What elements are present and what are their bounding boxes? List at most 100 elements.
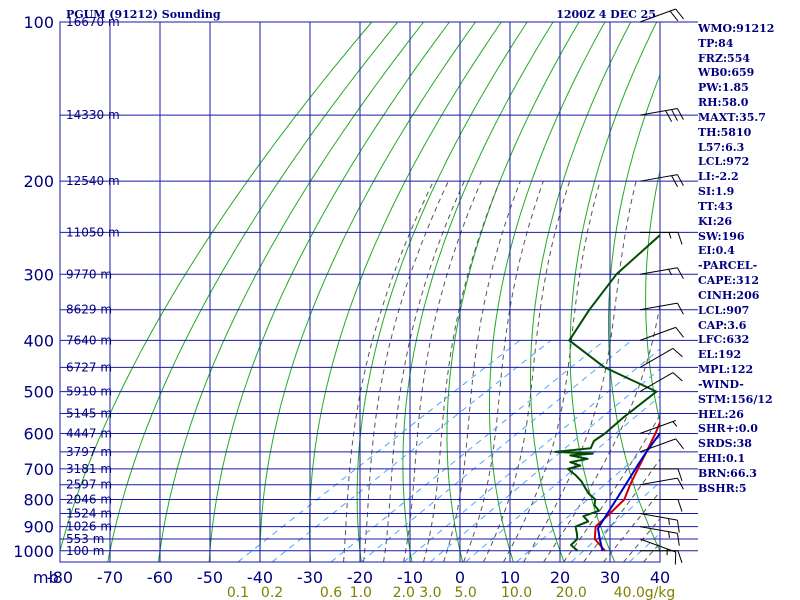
moist-adiabat	[363, 180, 449, 562]
dry-adiabat	[402, 22, 554, 562]
wind-barb-half-feather	[668, 232, 672, 239]
wind-barb-feather	[677, 499, 683, 512]
pressure-unit-label: mb	[33, 568, 59, 587]
temperature-tick-label: -30	[297, 568, 323, 587]
index-item: -WIND-	[698, 377, 744, 391]
temperature-tick-label: 0	[455, 568, 465, 587]
mixing-ratio-label: 0.2	[261, 585, 283, 600]
temperature-tick-label: -10	[397, 568, 423, 587]
index-item: MAXT:35.7	[698, 110, 766, 124]
wind-barb-staff	[639, 326, 676, 341]
sounding-profiles	[554, 233, 660, 552]
wind-barb-staff	[639, 420, 676, 434]
pressure-tick-label: 900	[23, 518, 54, 537]
height-label: 6727 m	[66, 360, 112, 374]
height-label: 14330 m	[66, 108, 120, 122]
temperature-profile-line	[593, 419, 660, 552]
wind-barb-feather	[676, 108, 684, 120]
wind-barb-staff	[639, 108, 678, 116]
index-item: CINH:206	[698, 288, 760, 302]
moist-adiabat	[463, 181, 544, 562]
index-item: EL:192	[698, 348, 742, 362]
mixing-ratio-label: 5.0	[454, 585, 476, 600]
dry-adiabat	[259, 22, 476, 562]
dry-adiabat	[208, 22, 450, 562]
wind-barb-feather	[672, 348, 683, 358]
mixing-ratio-line	[465, 395, 660, 562]
height-label: 1524 m	[66, 506, 112, 520]
temperature-tick-label: 20	[550, 568, 570, 587]
pressure-temperature-grid	[59, 21, 698, 563]
dry-adiabat	[530, 22, 632, 562]
pressure-tick-label: 400	[23, 331, 54, 350]
wind-barb-feather	[676, 174, 684, 186]
height-label: 5910 m	[66, 385, 112, 399]
temperature-tick-label: -40	[247, 568, 273, 587]
index-item: LI:-2.2	[698, 170, 739, 184]
mixing-ratio-line	[403, 348, 660, 562]
height-label: 2597 m	[66, 478, 112, 492]
mixing-ratio-label: 40.0	[614, 585, 645, 600]
wind-barb-feather	[676, 477, 684, 490]
title-bar: PGUM (91212) Sounding 1200Z 4 DEC 25	[66, 8, 656, 24]
pressure-tick-label: 600	[23, 424, 54, 443]
moist-adiabat	[563, 413, 660, 562]
moist-adiabat	[383, 180, 465, 562]
wind-barb-half-feather	[668, 269, 673, 276]
index-item: BSHR:5	[698, 481, 747, 495]
dry-adiabat	[158, 22, 424, 562]
stability-indices-panel: WMO:91212 TP:84 FRZ:554 WB0:659 PW:1.85 RH:58…	[698, 22, 798, 497]
index-item: TP:84	[698, 36, 734, 50]
index-item: SRDS:38	[698, 437, 752, 451]
temperature-tick-label: -70	[97, 568, 123, 587]
dry-adiabat	[309, 22, 502, 562]
temperature-tick-label: -60	[147, 568, 173, 587]
wind-barb-feather	[675, 438, 684, 450]
wind-barb-feather	[677, 468, 683, 482]
index-item: FRZ:554	[698, 51, 751, 65]
temperature-tick-label: 40	[650, 568, 670, 587]
wind-barb-half-feather	[672, 421, 678, 427]
index-item: KI:26	[698, 214, 733, 228]
mixing-ratio-label: 20.0	[556, 585, 587, 600]
wind-barb-half-feather	[668, 531, 670, 538]
wind-barb-staff	[639, 372, 674, 393]
mixing-ratio-line	[629, 532, 660, 562]
height-label: 12540 m	[66, 174, 120, 188]
mixing-ratio-label: 0.6	[320, 585, 342, 600]
index-item: SI:1.9	[698, 185, 735, 199]
dry-adiabat	[60, 22, 373, 553]
height-label: 11050 m	[66, 225, 120, 239]
wind-barb-feather	[676, 533, 680, 546]
index-item: HEL:26	[698, 407, 744, 421]
dry-adiabat	[569, 22, 658, 562]
mixing-ratio-line	[360, 340, 632, 562]
dry-adiabat	[645, 168, 660, 424]
temperature-tick-label: -80	[47, 568, 73, 587]
moist-adiabat	[503, 181, 601, 562]
wind-barb-staff	[639, 267, 678, 275]
moist-adiabat	[523, 181, 637, 562]
wind-barb-staff	[639, 438, 676, 453]
moist-adiabat	[423, 181, 501, 562]
mixing-ratio-line	[330, 340, 606, 562]
mixing-ratio-label: 3.0	[419, 585, 441, 600]
index-item: TT:43	[698, 199, 733, 213]
wind-barb-feather	[676, 267, 684, 280]
index-item: L57:6.3	[698, 140, 745, 154]
dry-adiabat	[107, 22, 399, 562]
pressure-tick-label: 1000	[13, 542, 54, 561]
index-item: WMO:91212	[698, 22, 775, 35]
pressure-tick-label: 100	[23, 13, 54, 32]
parcel-profile-line	[597, 431, 660, 552]
mixing-ratio-line	[271, 340, 552, 562]
wind-barb-staff	[639, 477, 678, 486]
wind-barb-feather	[672, 372, 683, 382]
height-label: 100 m	[66, 544, 104, 558]
index-item: MPL:122	[698, 363, 754, 377]
moist-adiabat	[543, 301, 660, 562]
moist-adiabats	[343, 180, 660, 562]
dewpoint-profile-line	[554, 233, 660, 552]
